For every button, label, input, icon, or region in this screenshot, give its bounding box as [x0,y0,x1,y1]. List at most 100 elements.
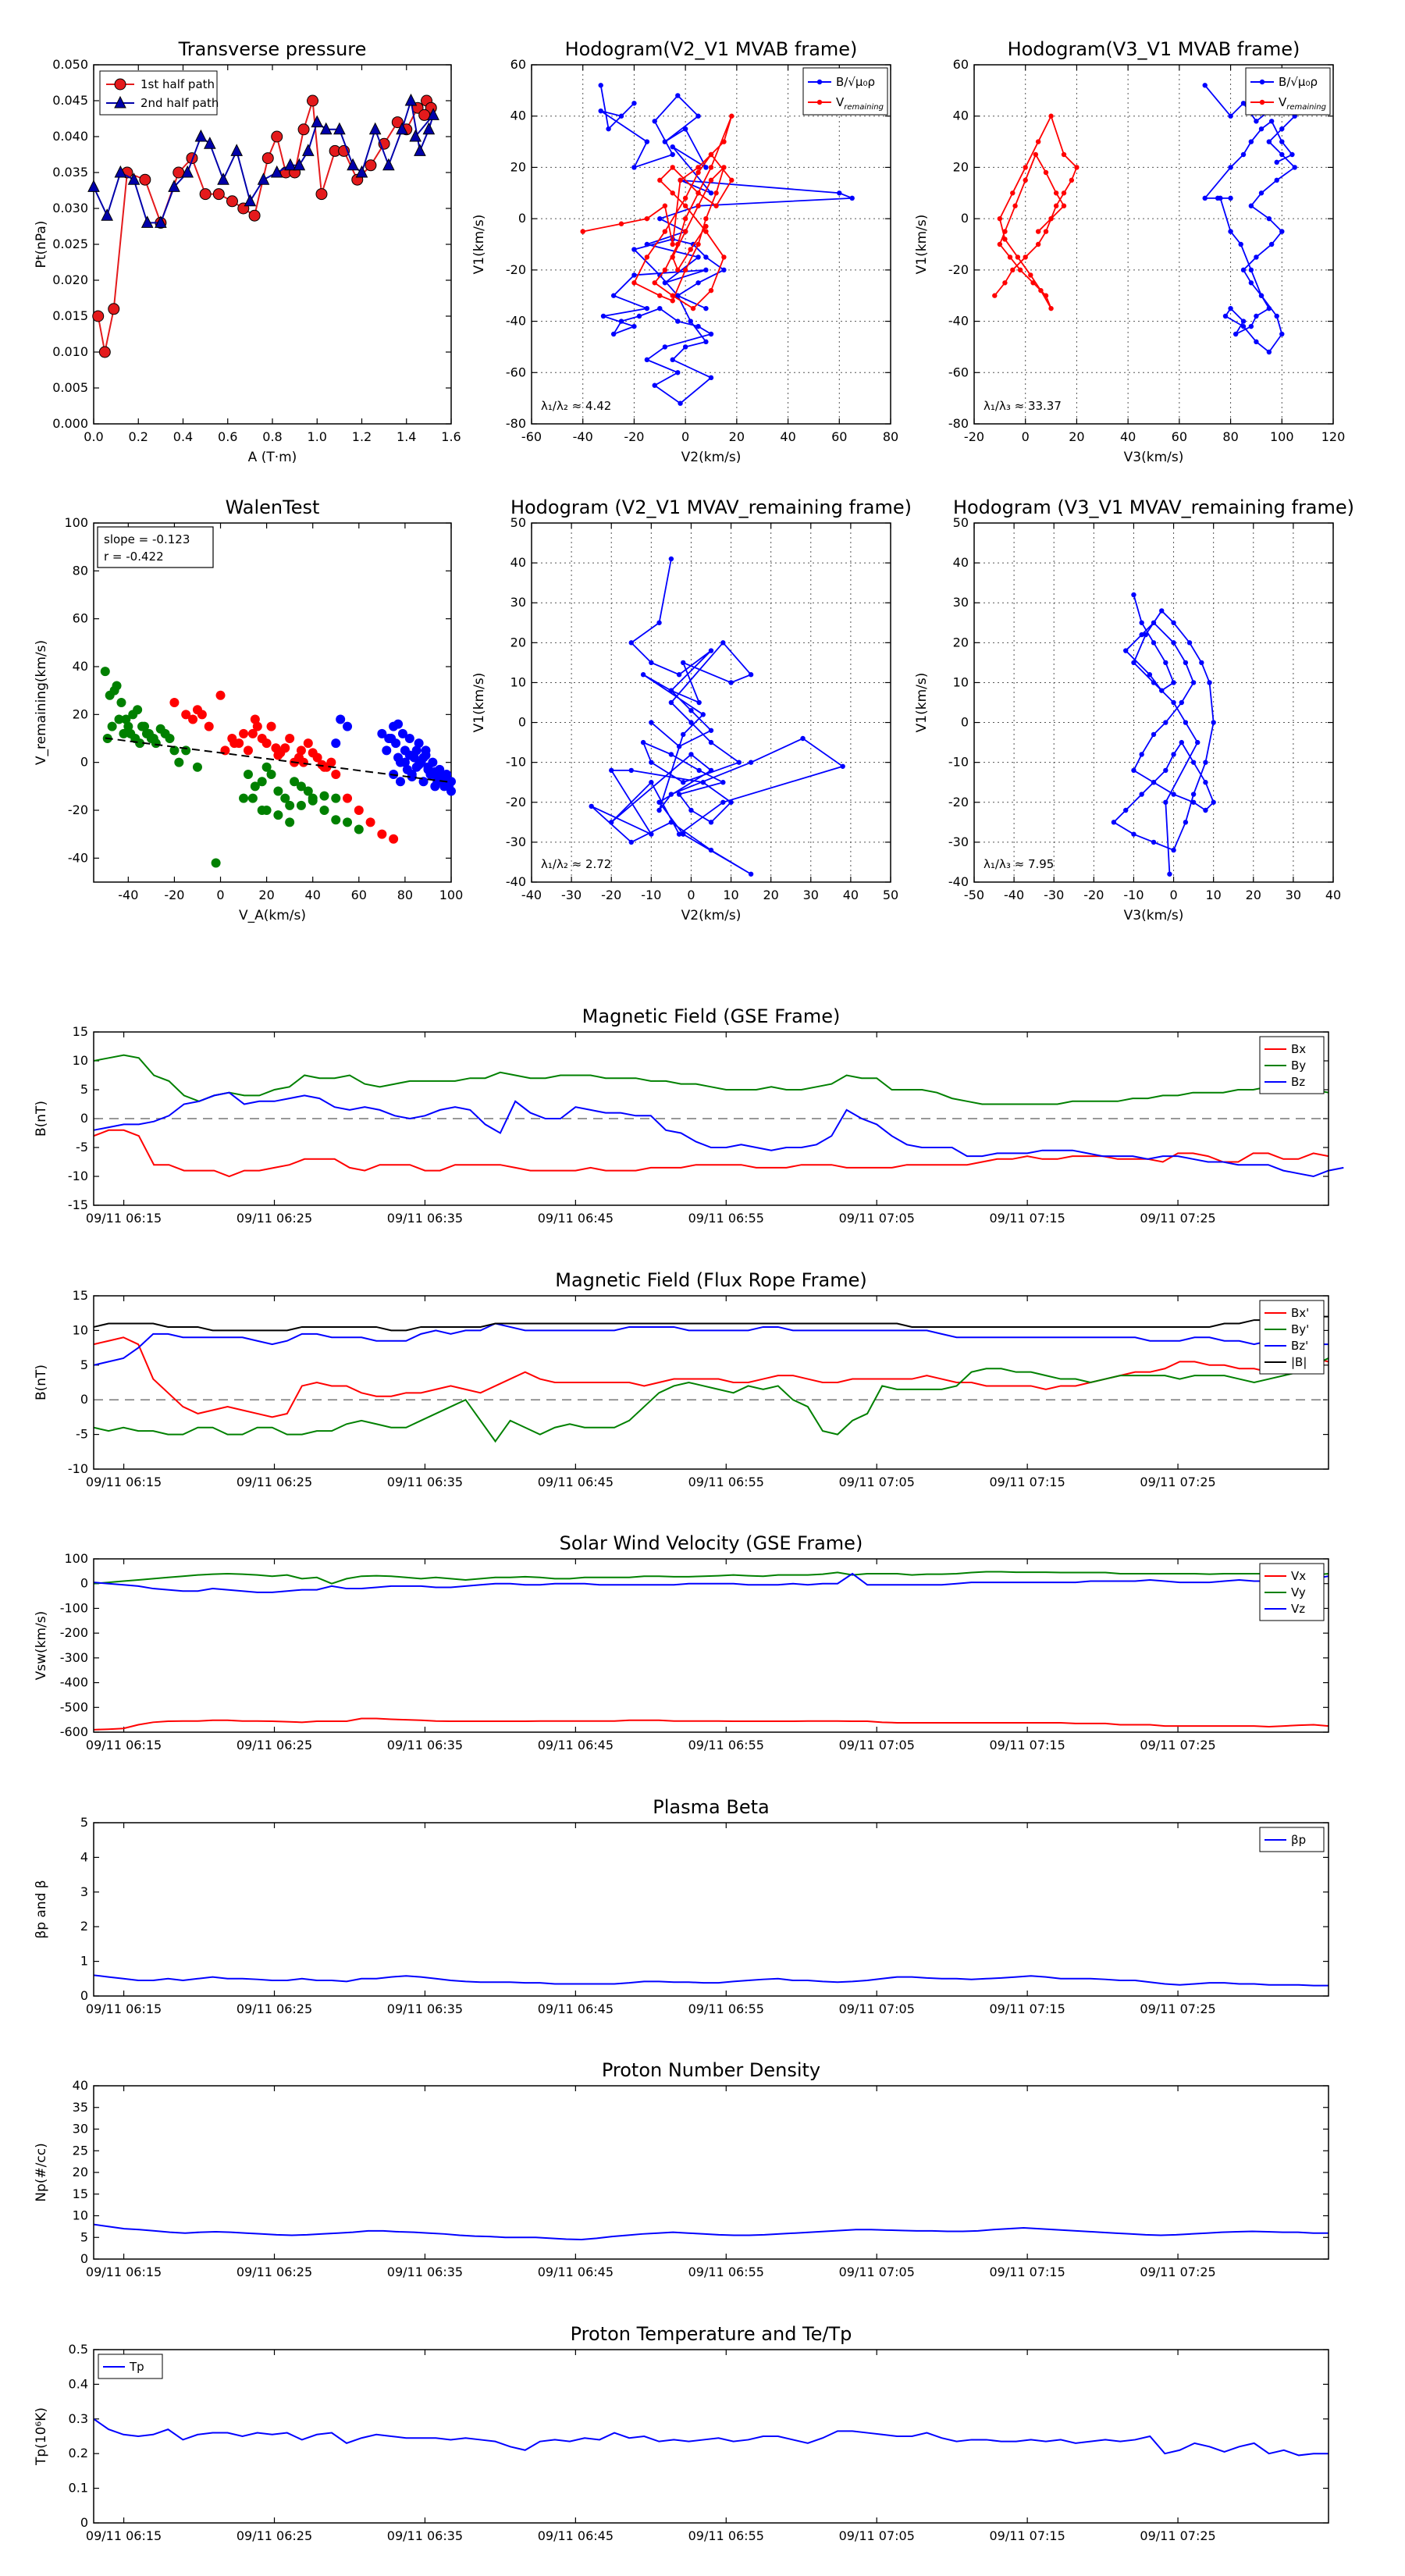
data-point [271,130,283,143]
data-point [670,293,675,298]
x-tick-label: 09/11 07:25 [1140,2265,1215,2279]
x-tick-label: 09/11 06:15 [86,2265,162,2279]
x-tick-label: -20 [624,429,644,444]
legend-marker [816,99,823,105]
data-point [391,738,401,749]
data-point [1268,119,1275,124]
data-point [1139,632,1144,638]
data-point [670,151,675,158]
y-tick-label: -40 [68,850,88,865]
stats-box [97,526,214,568]
data-point [1028,272,1033,278]
legend-marker [114,95,126,109]
y-tick-label: 0.015 [52,308,88,323]
data-point [1228,195,1233,201]
y-axis-label: V1(km/s) [471,215,487,275]
data-point [670,190,675,196]
data-point [1266,305,1272,311]
chart-title: Hodogram (V2_V1 MVAV_remaining frame) [510,496,912,518]
chart-title: Hodogram(V3_V1 MVAB frame) [1008,38,1300,60]
data-point [389,834,399,844]
data-point [997,241,1003,247]
data-point [407,772,417,782]
data-point [336,714,346,724]
data-point [713,190,719,196]
x-tick-label: 09/11 07:05 [839,2528,915,2543]
data-point [720,640,726,646]
data-point [422,122,436,135]
legend-label: Vy [1291,1585,1306,1599]
data-point [285,817,295,827]
y-tick-label: 30 [953,595,969,610]
y-tick-label: -10 [68,1461,88,1476]
y-tick-label: 0.000 [52,416,88,431]
data-point [748,760,754,765]
data-point [580,229,585,234]
data-point [1171,640,1176,646]
y-tick-label: 0 [518,715,526,730]
data-point [1002,280,1008,286]
x-tick-label: 10 [723,888,738,902]
series-line [1112,594,1215,874]
data-point [670,144,675,150]
x-tick-label: -40 [573,429,593,444]
x-tick-label: -30 [561,888,582,902]
data-point [1240,151,1247,158]
data-point [395,777,405,787]
data-point [1111,820,1117,825]
y-tick-label: 40 [953,109,969,123]
data-point [140,215,154,228]
data-point [668,792,674,797]
data-point [1228,113,1233,119]
data-point [1002,237,1008,242]
data-point [640,672,646,678]
data-point [188,714,198,724]
x-tick-label: 09/11 07:15 [989,1475,1065,1489]
series-line [994,114,1078,309]
data-point [668,752,674,757]
data-point [678,177,683,183]
y-tick-label: 10 [73,2208,88,2223]
data-point [1023,177,1028,183]
data-point [303,738,313,749]
x-tick-label: 1.4 [397,429,416,444]
legend-marker [816,79,823,85]
y-tick-label: 0.2 [69,2446,88,2460]
data-point [1179,699,1184,706]
legend-label: Bx' [1291,1306,1309,1320]
legend-label: By' [1291,1322,1309,1336]
x-tick-label: 09/11 06:25 [237,1211,312,1226]
legend-marker [1259,99,1265,105]
x-tick-label: 20 [1069,429,1084,444]
x-tick-label: -60 [521,429,542,444]
data-point [695,203,701,208]
x-tick-label: 09/11 06:25 [237,2001,312,2016]
data-point [1258,293,1264,298]
data-point [243,770,253,779]
data-point [1190,792,1197,797]
chart-hod_mvav_v2: -40 -30 -20 -10 0 10 20 30 40 50 -40 -30 -20 -10 0 10 20… [471,496,912,923]
data-point [618,221,624,226]
series-1 [1202,83,1297,355]
legend-label: Bz [1291,1075,1305,1089]
x-tick-label: 09/11 06:25 [237,1475,312,1489]
data-point [695,254,701,260]
data-point [1203,807,1208,813]
data-point [708,847,714,853]
data-point [695,241,701,247]
data-point [239,728,249,738]
data-point [347,158,359,171]
data-point [1061,203,1067,208]
y-tick-label: 0 [961,211,969,226]
data-point [652,382,657,388]
data-point [243,745,253,756]
data-point [421,750,431,760]
x-tick-label: 09/11 07:15 [989,1211,1065,1226]
x-tick-label: 09/11 07:05 [839,1475,915,1489]
eigenvalue-ratio-label: λ₁/λ₃ ≈ 33.37 [984,399,1062,413]
y-tick-label: 30 [510,595,526,610]
data-point [682,229,688,234]
data-point [676,831,682,837]
data-point [703,215,709,222]
